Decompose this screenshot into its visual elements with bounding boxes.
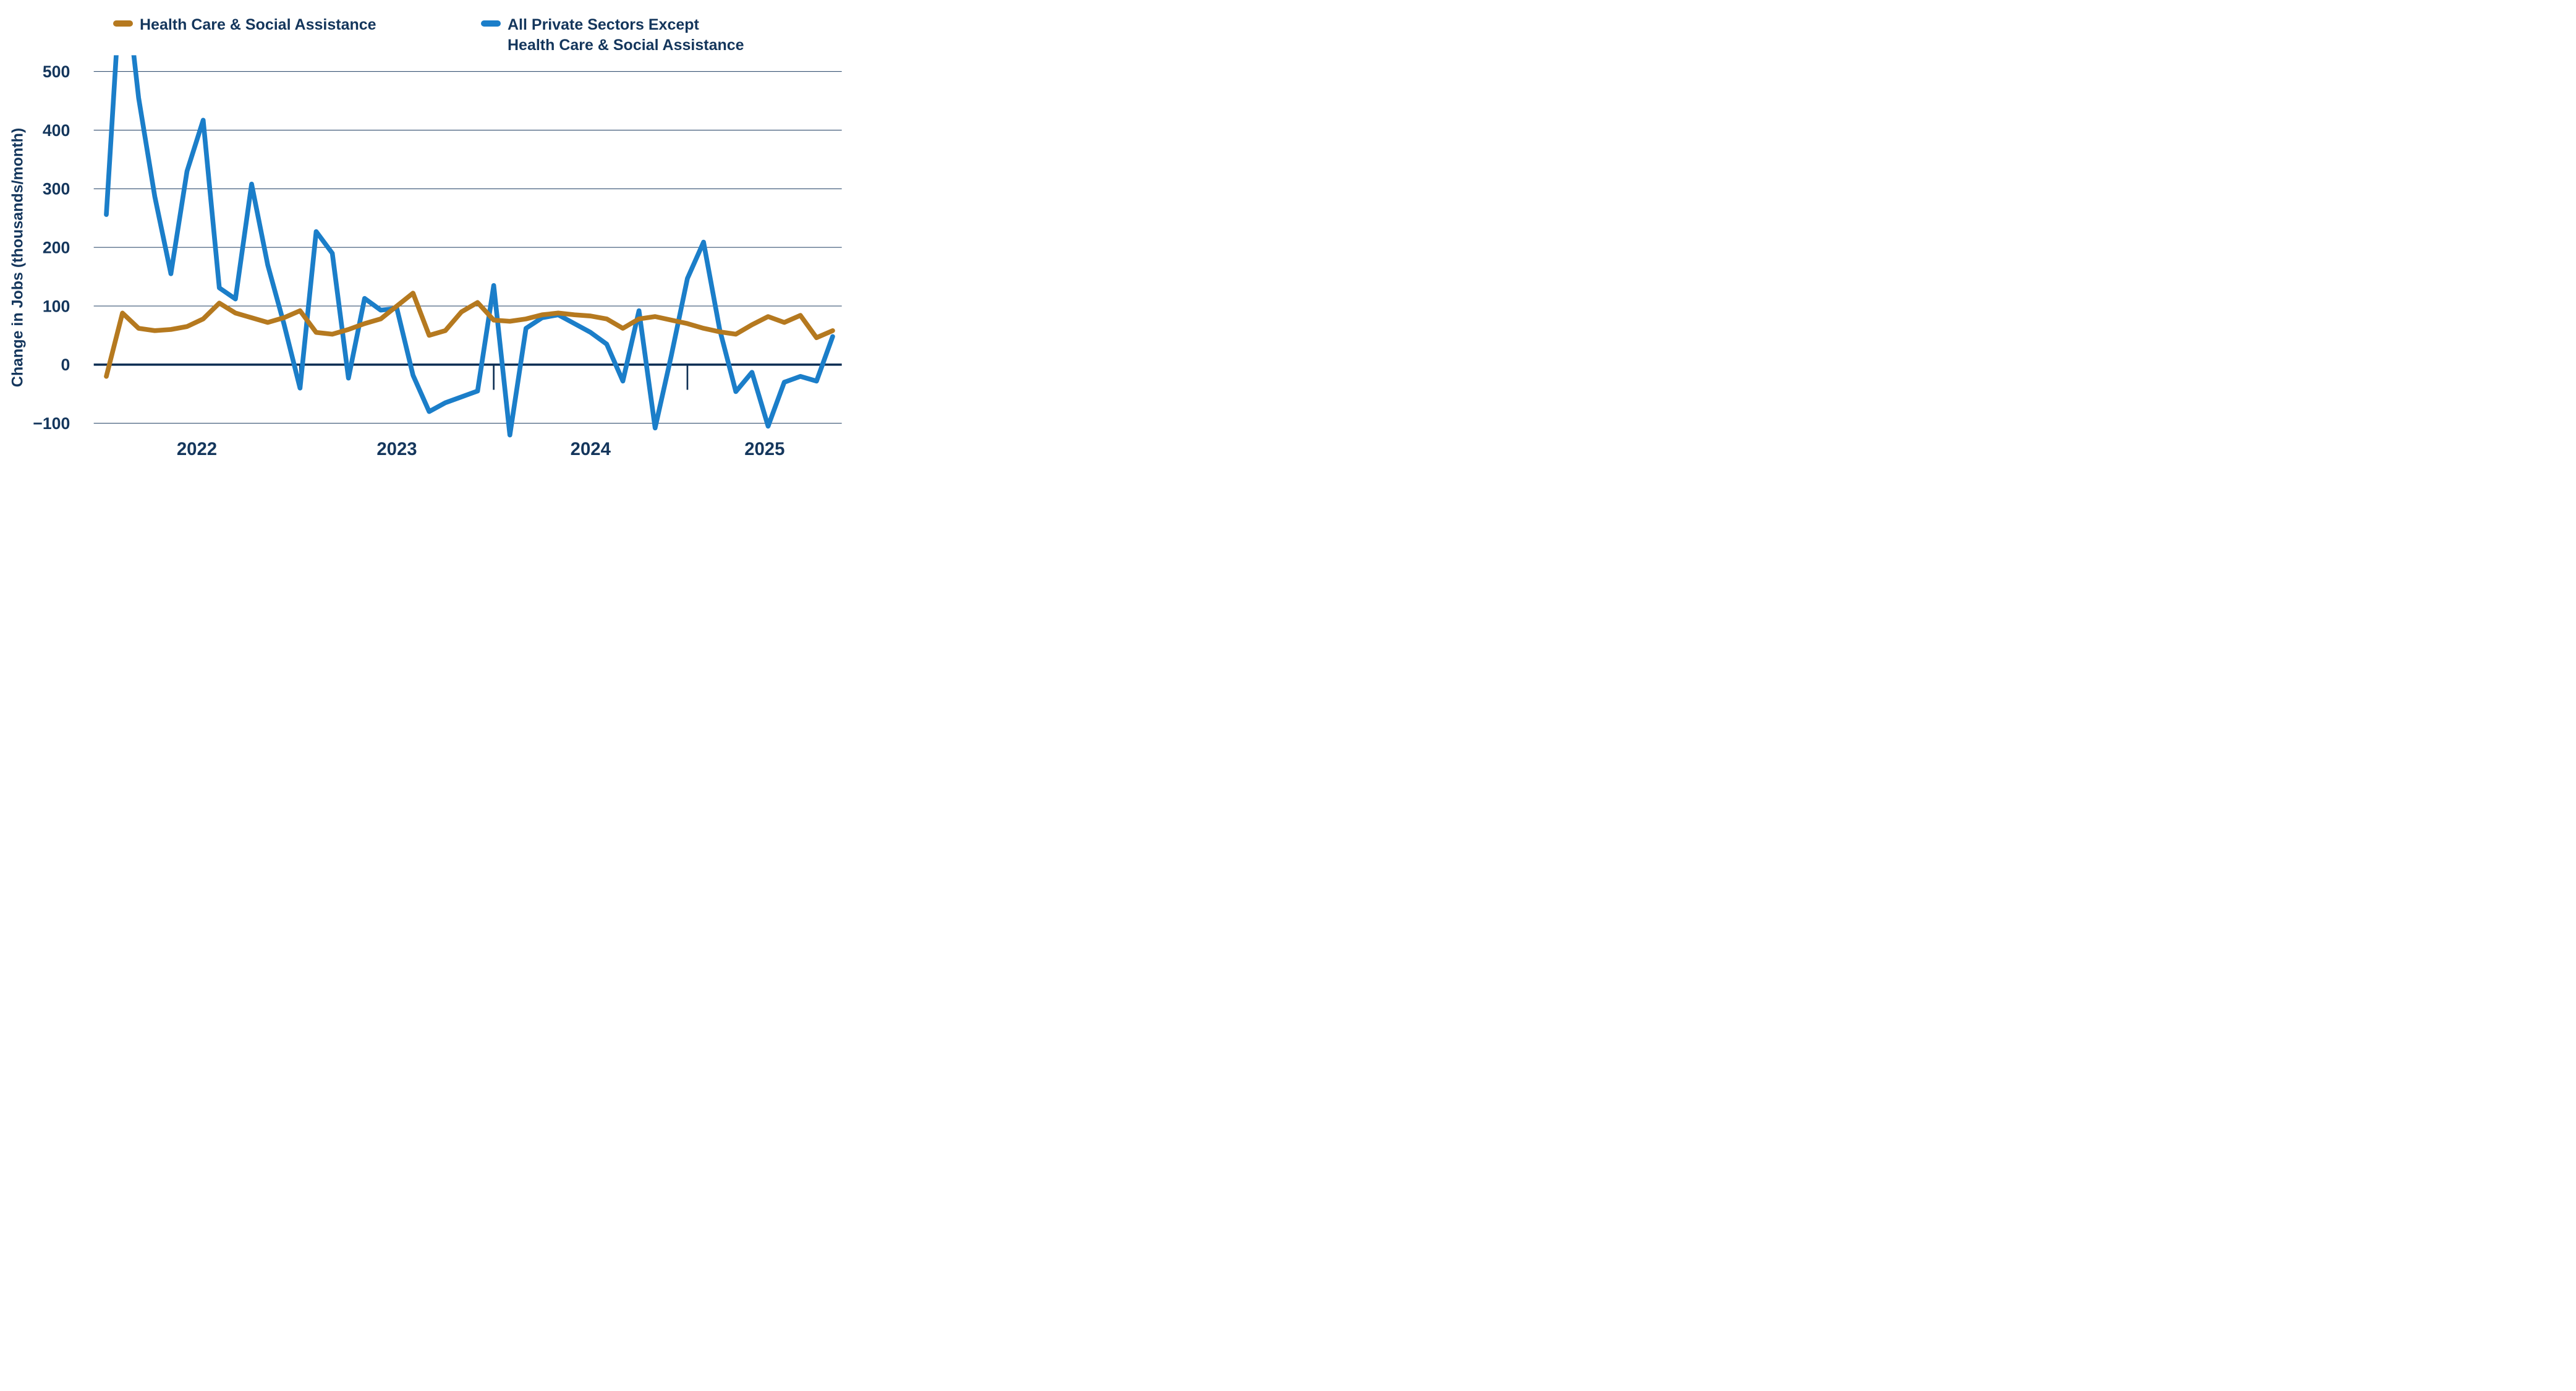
legend-item-health-care: Health Care & Social Assistance [113, 15, 376, 35]
legend-swatch-health-care-icon [113, 20, 133, 27]
line-chart: 500 400 300 200 100 0 −100 2022 2023 2024 2025 [33, 55, 842, 459]
y-tick-label-500: 500 [43, 62, 70, 81]
x-axis-year-label-2022: 2022 [177, 439, 217, 459]
legend-swatch-private-ex-health-icon [481, 20, 501, 27]
y-tick-label-0: 0 [61, 355, 70, 374]
legend-label-line1: All Private Sectors Except [508, 16, 699, 33]
legend-label-private-ex-health: All Private Sectors Except Health Care &… [508, 15, 744, 56]
y-tick-label-200: 200 [43, 239, 70, 257]
legend-label-line2: Health Care & Social Assistance [508, 36, 744, 54]
x-axis-year-label-2024: 2024 [571, 439, 611, 459]
legend-label-health-care: Health Care & Social Assistance [140, 16, 376, 33]
y-axis-title: Change in Jobs (thousands/month) [9, 127, 27, 388]
y-tick-label-300: 300 [43, 180, 70, 198]
series-line-health-care [104, 291, 835, 379]
y-tick-label-400: 400 [43, 121, 70, 140]
x-axis-year-label-2025: 2025 [744, 439, 784, 459]
y-tick-label--100: −100 [33, 414, 70, 433]
legend-item-private-ex-health: All Private Sectors Except Health Care &… [481, 15, 744, 56]
x-axis-year-label-2023: 2023 [376, 439, 417, 459]
chart-container: 500 400 300 200 100 0 −100 2022 2023 2024 2025 Hea… [0, 0, 859, 464]
y-tick-label-100: 100 [43, 297, 70, 315]
series-line-private-ex-health [104, 55, 835, 438]
